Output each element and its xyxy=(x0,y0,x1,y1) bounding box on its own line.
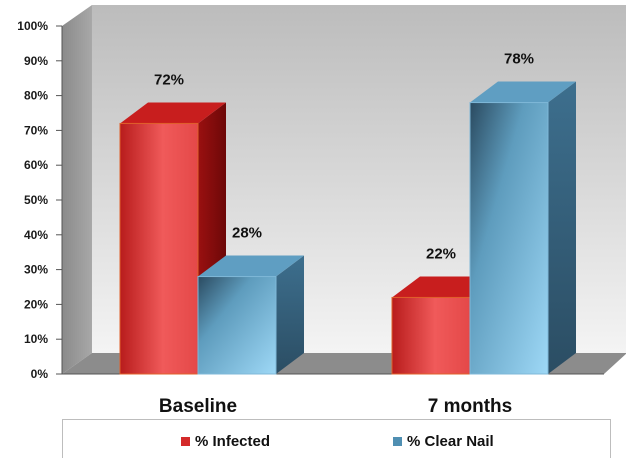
bar-side-face xyxy=(276,255,304,374)
x-category-label: 7 months xyxy=(428,396,512,417)
x-category-label: Baseline xyxy=(159,396,237,417)
legend-item-clear-nail: % Clear Nail xyxy=(393,433,494,450)
data-label-clear-nail: 28% xyxy=(232,225,262,242)
bar-side-face xyxy=(548,81,576,374)
bar-top-face xyxy=(470,81,576,103)
y-tick-label: 40% xyxy=(24,228,48,242)
bar-front-face xyxy=(391,296,471,375)
legend: % Infected % Clear Nail xyxy=(62,419,611,458)
y-tick-label: 10% xyxy=(24,332,48,346)
data-label-infected: 72% xyxy=(154,71,184,88)
bar-front-face xyxy=(197,276,277,375)
bar-front-face xyxy=(119,122,199,375)
y-tick-label: 50% xyxy=(24,193,48,207)
data-label-infected: 22% xyxy=(426,245,456,262)
data-label-clear-nail: 78% xyxy=(504,51,534,68)
y-tick-label: 90% xyxy=(24,54,48,68)
y-tick-label: 30% xyxy=(24,263,48,277)
bar-front-face xyxy=(469,102,549,375)
bar-top-face xyxy=(120,102,226,124)
chart-side-wall xyxy=(62,5,92,374)
legend-swatch-red-icon xyxy=(181,437,190,446)
bar-clear-nail xyxy=(469,81,576,375)
legend-swatch-blue-icon xyxy=(393,437,402,446)
y-tick-label: 20% xyxy=(24,297,48,311)
y-tick-label: 0% xyxy=(31,367,49,381)
legend-label-clear-nail: % Clear Nail xyxy=(407,433,494,450)
y-tick-label: 100% xyxy=(17,19,48,33)
bar-top-face xyxy=(198,255,304,277)
legend-item-infected: % Infected xyxy=(181,433,270,450)
y-tick-label: 60% xyxy=(24,158,48,172)
y-tick-label: 80% xyxy=(24,89,48,103)
bar-clear-nail xyxy=(197,255,304,375)
y-tick-label: 70% xyxy=(24,123,48,137)
legend-label-infected: % Infected xyxy=(195,433,271,450)
